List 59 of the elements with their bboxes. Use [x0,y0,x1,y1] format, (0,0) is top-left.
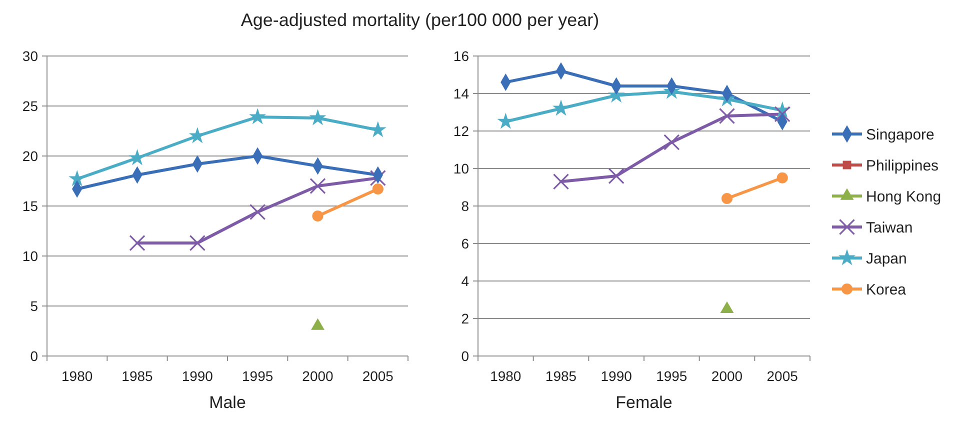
point [720,302,734,314]
x-tick-label: 1980 [62,368,93,384]
y-tick-label: 6 [461,235,470,252]
x-tick-label: 1980 [490,368,522,384]
point [718,108,736,124]
y-tick-label: 0 [30,348,38,364]
point [310,178,326,194]
y-tick-label: 20 [22,148,38,164]
point [130,150,145,164]
x-tick-label: 2000 [711,368,743,384]
y-tick-label: 30 [22,48,38,64]
x-tick-label: 1990 [182,368,214,384]
legend-label: Singapore [866,126,934,144]
chart-title: Age-adjusted mortality (per100 000 per year) [240,10,600,30]
point [370,170,386,186]
point [312,210,324,222]
y-tick-label: 14 [453,85,470,102]
point [664,134,680,150]
y-tick-label: 0 [461,348,470,364]
point [721,192,733,204]
point [250,204,266,220]
point [776,172,788,184]
point [129,234,146,252]
point [190,128,205,142]
legend-label: Taiwan [866,219,913,236]
y-tick-label: 15 [22,198,38,214]
y-tick-label: 8 [461,198,470,214]
y-tick-label: 5 [30,298,38,314]
point [552,174,570,190]
x-tick-label: 1985 [545,368,577,384]
y-tick-label: 2 [461,310,470,326]
y-tick-label: 10 [22,248,38,264]
x-tick-label: 2005 [766,368,798,384]
y-tick-label: 16 [453,48,470,64]
point [370,122,386,136]
x-tick-label: 2000 [302,368,334,384]
y-tick-label: 4 [461,272,470,289]
point [310,110,326,124]
x-axis-title: Male [209,393,246,412]
legend-label: Philippines [866,157,939,174]
x-axis-title: Female [616,393,672,412]
point [498,114,514,128]
legend-label: Korea [866,281,907,298]
point [774,106,790,122]
y-tick-label: 12 [453,122,470,139]
point [189,234,206,252]
x-tick-label: 1995 [242,368,274,384]
x-tick-label: 2005 [362,368,394,384]
point [554,100,568,115]
legend-label: Hong Kong [866,188,942,206]
y-tick-label: 25 [22,98,38,114]
point [250,109,266,124]
point [608,168,624,184]
x-tick-label: 1990 [600,368,632,384]
point [372,183,384,195]
y-tick-label: 10 [453,160,470,176]
x-tick-label: 1995 [656,368,688,384]
legend-label: Japan [866,250,907,268]
x-tick-label: 1985 [122,368,154,384]
